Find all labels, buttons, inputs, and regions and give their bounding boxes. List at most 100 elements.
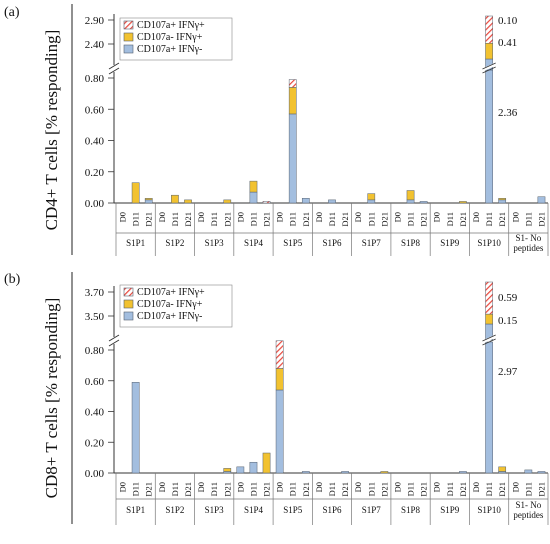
x-tick-label: D11 xyxy=(131,212,141,226)
x-tick-label: D11 xyxy=(484,482,494,496)
y-tick-label: 0.40 xyxy=(85,136,105,148)
x-tick-label: D0 xyxy=(392,482,402,492)
panel-label: (a) xyxy=(4,5,20,20)
x-tick-label: D11 xyxy=(288,212,298,226)
bar-cd107a-neg-ifng-pos xyxy=(367,193,376,201)
y-tick-label: 0.20 xyxy=(85,437,105,449)
x-tick-label: D0 xyxy=(432,482,442,492)
y-tick-label: 0.00 xyxy=(85,468,105,480)
x-tick-label: D21 xyxy=(458,482,468,497)
x-tick-label: D0 xyxy=(510,482,520,492)
x-tick-label: D11 xyxy=(406,212,416,226)
group-label-line: S1- No xyxy=(515,233,541,243)
bar-break-mark xyxy=(482,338,496,346)
x-tick-label: D0 xyxy=(235,212,245,222)
y-tick-label: 2.40 xyxy=(85,39,105,51)
group-label: S1P7 xyxy=(362,505,382,515)
legend-label: CD107a+ IFNγ- xyxy=(137,311,202,322)
bar-cd107a-neg-ifng-pos xyxy=(498,466,507,472)
bar-cd107a-pos-ifng-neg xyxy=(524,469,533,474)
legend-label: CD107a- IFNγ+ xyxy=(137,299,203,310)
bar-cd107a-neg-ifng-pos xyxy=(485,313,493,325)
x-tick-label: D21 xyxy=(536,482,546,497)
legend-label: CD107a+ IFNγ+ xyxy=(137,20,205,31)
bar-cd107a-neg-ifng-pos xyxy=(498,198,507,201)
x-tick-label: D0 xyxy=(432,212,442,222)
group-label: S1P10 xyxy=(477,505,501,515)
group-label: S1P1 xyxy=(126,505,145,515)
bar-break-mark xyxy=(482,66,496,74)
bar-cd107a-pos-ifng-neg xyxy=(328,199,336,204)
group-label: S1P4 xyxy=(244,505,264,515)
x-tick-label: D21 xyxy=(183,482,193,497)
bar-cd107a-pos-ifng-neg xyxy=(301,471,310,474)
group-label: S1P5 xyxy=(283,505,303,515)
x-tick-label: D0 xyxy=(471,482,481,492)
chart-panel-b: (b) CD8+ T cells [% responding] 0.00 0.20… xyxy=(4,272,549,525)
x-tick-label: D11 xyxy=(445,212,455,226)
x-tick-label: D21 xyxy=(379,482,389,497)
group-label: S1P3 xyxy=(205,238,225,248)
x-tick-label: D0 xyxy=(353,212,363,222)
legend-swatch xyxy=(123,287,134,297)
legend-label: CD107a+ IFNγ+ xyxy=(137,287,205,298)
bar-cd107a-neg-ifng-pos xyxy=(144,198,153,201)
bar-cd107a-pos-ifng-neg xyxy=(537,471,546,474)
bar-cd107a-pos-ifng-pos xyxy=(288,79,297,88)
y-tick-label: 0.60 xyxy=(85,104,105,116)
bar-break-gap xyxy=(481,334,497,344)
group-label: S1P9 xyxy=(440,505,460,515)
y-axis-label: CD4+ T cells [% responding] xyxy=(42,30,61,231)
bar-cd107a-neg-ifng-pos xyxy=(406,190,415,201)
bar-cd107a-pos-ifng-neg xyxy=(288,113,297,204)
group-label: S1P1 xyxy=(126,238,145,248)
x-tick-label: D0 xyxy=(196,212,206,222)
y-tick-label: 3.70 xyxy=(85,287,105,299)
y-tick-label: 2.90 xyxy=(85,15,105,27)
bar-cd107a-neg-ifng-pos xyxy=(223,199,232,204)
y-tick-label: 0.80 xyxy=(85,345,105,357)
bar-cd107a-pos-ifng-pos xyxy=(275,340,284,369)
legend-label: CD107a+ IFNγ- xyxy=(137,44,202,55)
chart-panel-a: (a) CD4+ T cells [% responding] 0.00 0.20… xyxy=(4,4,549,256)
x-tick-label: D21 xyxy=(183,212,193,227)
bar-cd107a-neg-ifng-pos xyxy=(171,194,179,204)
group-label: S1- No peptides xyxy=(513,233,543,253)
bar-cd107a-pos-ifng-neg xyxy=(537,196,546,204)
group-label: S1P3 xyxy=(205,505,225,515)
group-label: S1P8 xyxy=(401,505,421,515)
data-annotation: 2.97 xyxy=(498,366,518,378)
bar-cd107a-pos-ifng-neg xyxy=(406,199,415,204)
bar-cd107a-neg-ifng-pos xyxy=(288,87,297,115)
x-tick-label: D11 xyxy=(209,212,219,226)
x-tick-label: D0 xyxy=(118,212,128,222)
panel-label: (b) xyxy=(4,272,21,287)
data-annotation: 0.10 xyxy=(498,15,518,27)
x-tick-label: D21 xyxy=(301,482,311,497)
x-tick-label: D0 xyxy=(157,212,167,222)
x-tick-label: D0 xyxy=(510,212,520,222)
y-tick-label: 0.00 xyxy=(85,198,105,210)
x-tick-label: D11 xyxy=(248,482,258,496)
bar-cd107a-pos-ifng-neg xyxy=(131,382,140,474)
data-annotation: 0.15 xyxy=(498,315,518,327)
group-label: S1P2 xyxy=(165,505,184,515)
axis-break-mark xyxy=(108,62,120,70)
x-tick-label: D21 xyxy=(497,212,507,227)
group-label: S1P4 xyxy=(244,238,264,248)
x-tick-label: D11 xyxy=(170,212,180,226)
group-label: S1P5 xyxy=(283,238,303,248)
x-tick-label: D21 xyxy=(301,212,311,227)
x-tick-label: D21 xyxy=(222,482,232,497)
x-tick-label: D11 xyxy=(523,212,533,226)
bar-cd107a-pos-ifng-neg xyxy=(341,471,349,474)
group-label-line: S1- No xyxy=(515,500,541,510)
bar-cd107a-pos-ifng-neg xyxy=(419,201,428,204)
axis-break-mark xyxy=(108,334,120,342)
x-tick-label: D11 xyxy=(131,482,141,496)
bar-cd107a-pos-ifng-neg xyxy=(249,191,258,204)
x-tick-label: D0 xyxy=(314,482,324,492)
bar-cd107a-pos-ifng-neg xyxy=(485,341,493,474)
x-tick-label: D21 xyxy=(222,212,232,227)
